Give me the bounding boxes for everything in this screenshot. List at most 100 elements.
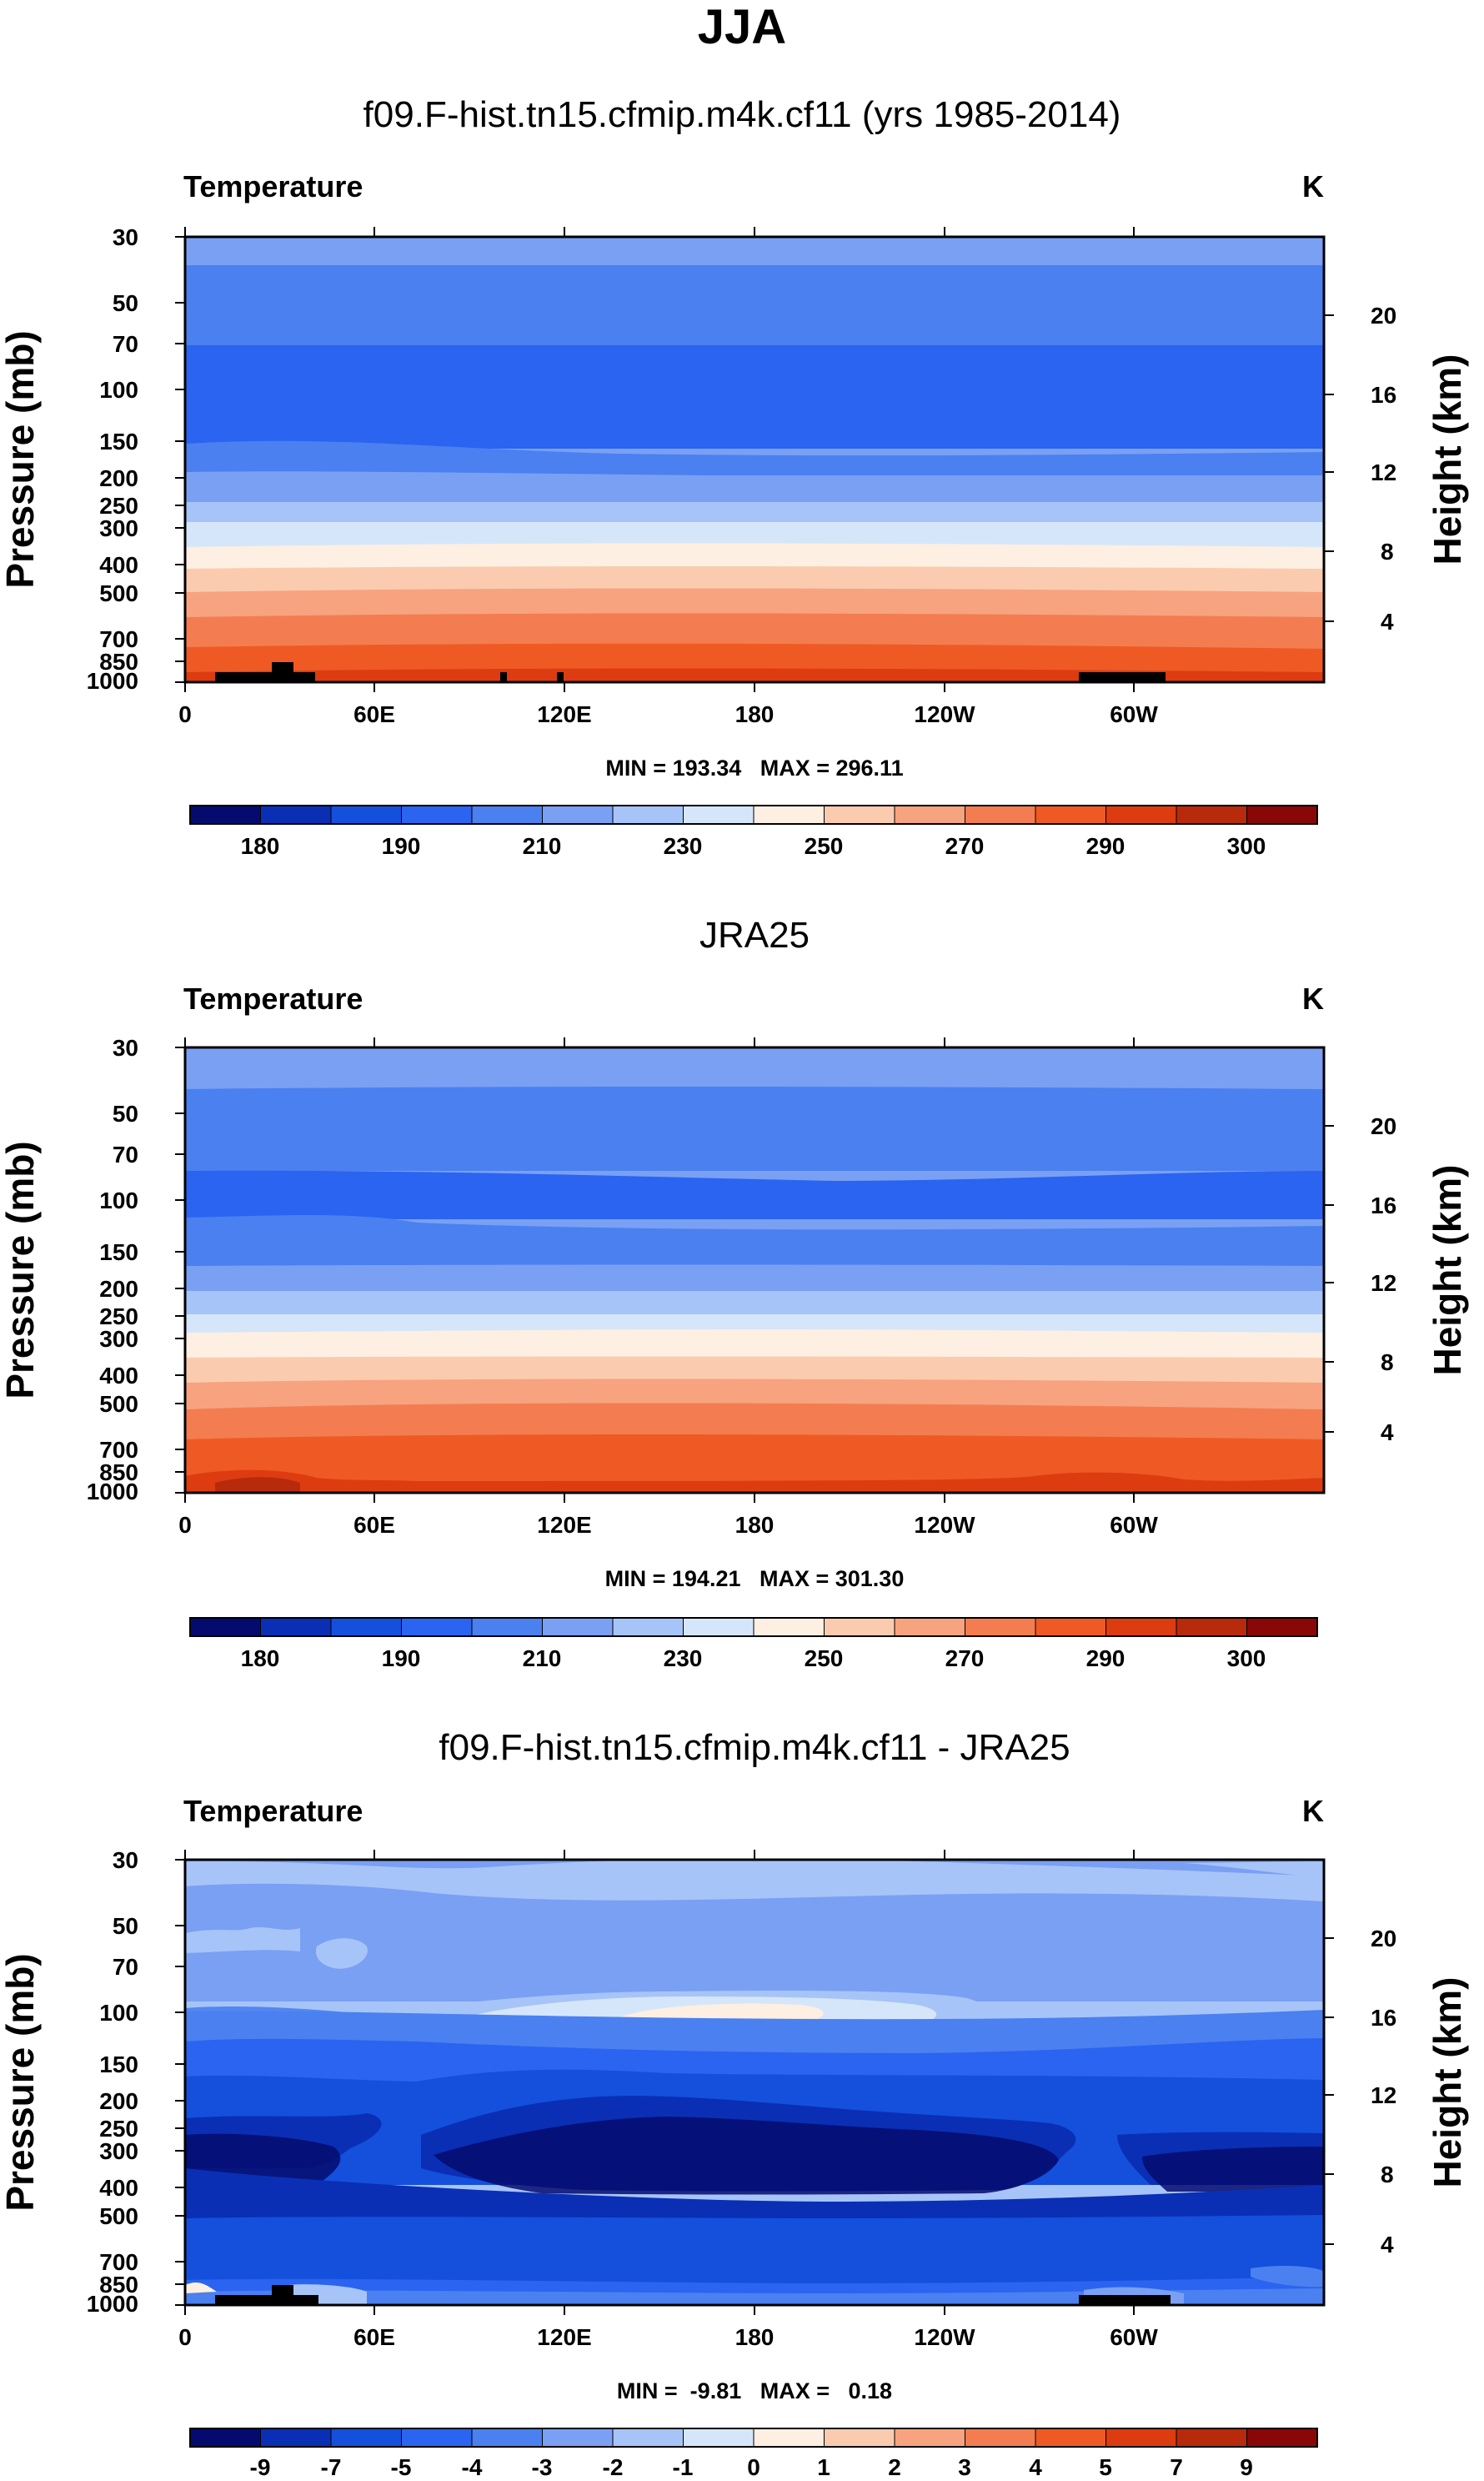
min-max-label: MIN = -9.81 MAX = 0.18 — [617, 2378, 892, 2403]
right-axis-title: Height (km) — [1426, 354, 1469, 565]
height-tick: 20 — [1371, 303, 1396, 329]
colorbar-label: 180 — [241, 1645, 280, 1671]
height-tick: 12 — [1371, 1270, 1396, 1296]
pressure-tick: 300 — [99, 515, 138, 541]
pressure-tick: 200 — [99, 2088, 138, 2114]
colorbar-swatch — [1105, 2428, 1177, 2448]
colorbar-swatch — [260, 2428, 332, 2448]
colorbar-label: 230 — [664, 833, 703, 859]
colorbar-swatch — [1105, 805, 1177, 825]
lon-tick: 0 — [178, 701, 192, 727]
units-label: K — [1302, 1794, 1324, 1828]
colorbar-swatch — [965, 2428, 1036, 2448]
panel-diff: f09.F-hist.tn15.cfmip.m4k.cf11 - JRA25 T… — [0, 1727, 1469, 2480]
colorbar-label: 210 — [523, 833, 562, 859]
colorbar-swatch — [542, 805, 614, 825]
variable-label: Temperature — [183, 169, 363, 203]
colorbar-label: 230 — [664, 1645, 703, 1671]
colorbar-swatch — [1176, 1617, 1247, 1637]
lon-tick: 60W — [1110, 701, 1158, 727]
colorbar-swatch — [965, 1617, 1036, 1637]
lon-tick: 60W — [1110, 2324, 1158, 2350]
colorbar-swatch — [683, 2428, 755, 2448]
colorbar-swatch — [1246, 2428, 1318, 2448]
pressure-tick: 150 — [99, 429, 138, 455]
pressure-tick: 150 — [99, 1239, 138, 1265]
plot-area — [183, 1046, 1326, 1494]
colorbar-label: -1 — [673, 2454, 694, 2480]
lon-tick: 60W — [1110, 1512, 1158, 1538]
colorbar-labels: 180 190 210 230 250 270 290 300 — [241, 1645, 1266, 1671]
pressure-tick: 50 — [113, 1101, 138, 1127]
height-tick: 4 — [1381, 2232, 1394, 2258]
colorbar-swatch — [683, 1617, 755, 1637]
lon-tick: 180 — [735, 1512, 775, 1538]
colorbar-labels: -9 -7 -5 -4 -3 -2 -1 0 1 2 3 4 5 7 9 — [250, 2454, 1253, 2480]
right-axis: 20 16 12 8 4 — [1324, 1113, 1396, 1445]
colorbar-label: 290 — [1086, 1645, 1126, 1671]
colorbar-label: -5 — [391, 2454, 412, 2480]
pressure-tick: 400 — [99, 2175, 138, 2201]
colorbar-label: 190 — [382, 1645, 421, 1671]
pressure-tick: 30 — [113, 1035, 138, 1061]
height-tick: 16 — [1371, 2005, 1396, 2031]
panel-title: JRA25 — [699, 915, 810, 956]
panel-obs: JRA25 Temperature K 30 50 70 100 150 — [0, 915, 1469, 1671]
pressure-tick: 70 — [113, 1954, 138, 1980]
pressure-tick: 400 — [99, 1363, 138, 1389]
colorbar-swatch — [401, 1617, 473, 1637]
colorbar-swatch — [824, 1617, 895, 1637]
left-axis: 30 50 70 100 150 200 250 300 400 500 700… — [87, 1035, 185, 1504]
colorbar-labels: 180 190 210 230 250 270 290 300 — [241, 833, 1266, 859]
pressure-tick: 850 — [99, 649, 138, 675]
colorbar: 180 190 210 230 250 270 290 300 — [189, 1617, 1318, 1671]
colorbar-label: 180 — [241, 833, 280, 859]
panel-title: f09.F-hist.tn15.cfmip.m4k.cf11 (yrs 1985… — [363, 94, 1121, 135]
colorbar-swatch — [542, 1617, 614, 1637]
right-axis: 20 16 12 8 4 — [1324, 303, 1396, 635]
colorbar-swatch — [1035, 2428, 1106, 2448]
colorbar: 180 190 210 230 250 270 290 300 — [189, 805, 1318, 859]
min-max-label: MIN = 193.34 MAX = 296.11 — [605, 756, 903, 781]
variable-label: Temperature — [183, 982, 363, 1016]
colorbar-label: 9 — [1240, 2454, 1253, 2480]
pressure-tick: 100 — [99, 1188, 138, 1213]
colorbar-label: 250 — [805, 1645, 844, 1671]
colorbar-label: 290 — [1086, 833, 1126, 859]
units-label: K — [1302, 982, 1324, 1016]
colorbar-label: -2 — [603, 2454, 624, 2480]
lon-tick: 120W — [914, 1512, 975, 1538]
pressure-tick: 300 — [99, 2138, 138, 2164]
topography-mask — [215, 662, 1166, 682]
colorbar-swatch — [894, 805, 965, 825]
colorbar-label: 2 — [888, 2454, 901, 2480]
colorbar-label: -4 — [462, 2454, 483, 2480]
min-max-label: MIN = 194.21 MAX = 301.30 — [605, 1566, 905, 1591]
colorbar-label: 4 — [1029, 2454, 1042, 2480]
lon-tick: 180 — [735, 701, 775, 727]
pressure-tick: 300 — [99, 1326, 138, 1352]
colorbar-swatch — [894, 1617, 965, 1637]
pressure-tick: 500 — [99, 580, 138, 606]
colorbar-swatch — [612, 805, 684, 825]
colorbar-swatch — [471, 805, 543, 825]
colorbar-swatch — [330, 1617, 402, 1637]
colorbar-label: -3 — [532, 2454, 553, 2480]
pressure-tick: 50 — [113, 1913, 138, 1939]
left-axis: 30 50 70 100 150 200 250 300 400 500 700… — [87, 224, 185, 694]
colorbar-label: 0 — [747, 2454, 760, 2480]
colorbar-label: 270 — [945, 1645, 985, 1671]
colorbar-swatch — [894, 2428, 965, 2448]
pressure-tick: 1000 — [87, 2291, 138, 2317]
pressure-tick: 70 — [113, 331, 138, 357]
colorbar: -9 -7 -5 -4 -3 -2 -1 0 1 2 3 4 5 7 9 — [189, 2428, 1318, 2480]
colorbar-label: 3 — [958, 2454, 971, 2480]
pressure-tick: 250 — [99, 493, 138, 519]
height-tick: 16 — [1371, 382, 1396, 408]
pressure-tick: 700 — [99, 2249, 138, 2275]
colorbar-swatch — [612, 2428, 684, 2448]
pressure-tick: 700 — [99, 1437, 138, 1463]
right-axis: 20 16 12 8 4 — [1324, 1926, 1396, 2258]
colorbar-swatch — [1176, 805, 1247, 825]
